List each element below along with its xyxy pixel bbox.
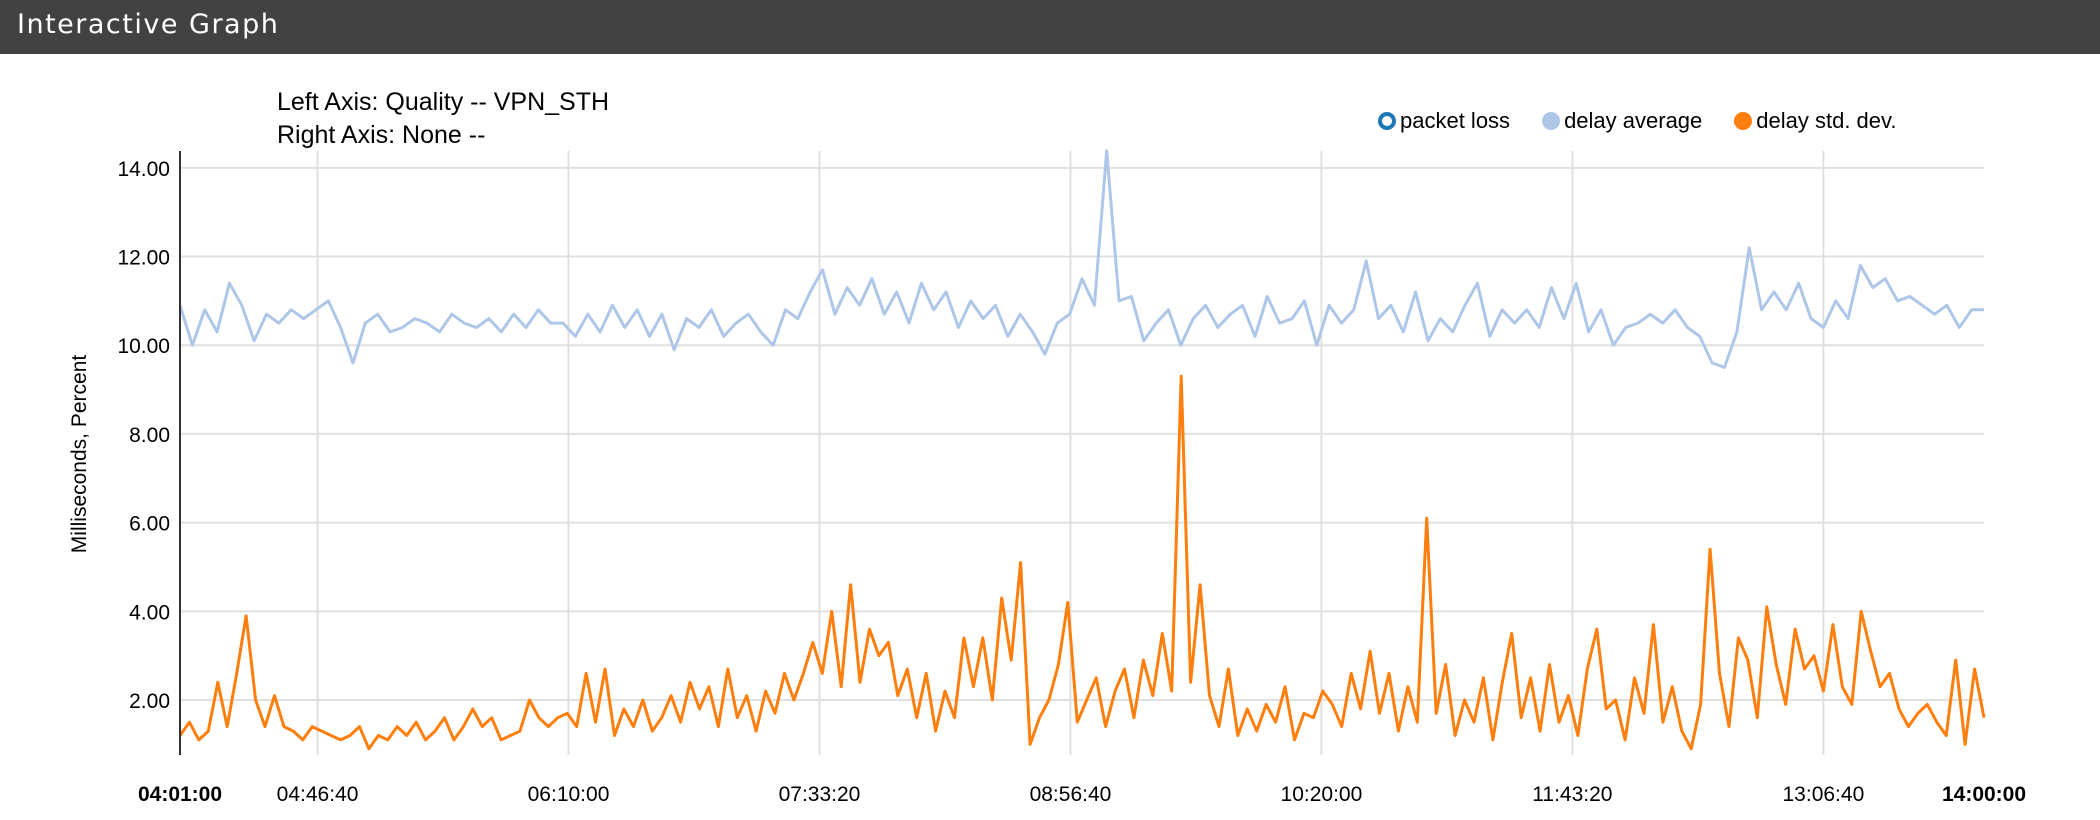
y-axis-ticks: 2.00 4.00 6.00 8.00 10.00 12.00 14.00	[117, 158, 170, 713]
y-axis-label: Milliseconds, Percent	[68, 355, 91, 554]
chart-legend: packet loss delay average delay std. dev…	[1378, 105, 1929, 137]
left-axis-info: Left Axis: Quality -- VPN_STH	[277, 88, 610, 116]
y-tick-label: 10.00	[117, 335, 170, 358]
series-line-delay-std-dev-	[178, 374, 1986, 751]
grid-lines	[180, 151, 1984, 755]
header-bar: Interactive Graph	[0, 0, 2100, 54]
x-tick-label: 08:56:40	[1030, 783, 1112, 806]
filled-circle-icon	[1734, 112, 1753, 130]
legend-item-packet-loss[interactable]: packet loss	[1378, 108, 1510, 134]
x-tick-label: 11:43:20	[1532, 783, 1612, 806]
page-title: Interactive Graph	[17, 9, 280, 40]
legend-item-delay-std-dev[interactable]: delay std. dev.	[1734, 108, 1897, 134]
legend-label: delay average	[1564, 108, 1703, 133]
x-tick-label: 06:10:00	[528, 783, 610, 806]
y-tick-label: 14.00	[117, 158, 170, 181]
x-tick-label: 13:06:40	[1783, 783, 1865, 806]
y-tick-label: 2.00	[129, 690, 170, 713]
legend-label: delay std. dev.	[1756, 108, 1897, 133]
filled-circle-icon	[1542, 112, 1561, 130]
x-tick-label: 04:01:00	[138, 783, 222, 806]
data-series	[178, 149, 1986, 751]
legend-label: packet loss	[1400, 108, 1511, 133]
y-tick-label: 12.00	[117, 247, 170, 270]
y-tick-label: 6.00	[129, 513, 170, 536]
x-tick-label: 04:46:40	[277, 783, 359, 806]
legend-item-delay-average[interactable]: delay average	[1542, 108, 1702, 134]
y-tick-label: 4.00	[129, 601, 170, 624]
series-line-delay-average	[178, 149, 1984, 369]
x-tick-label: 10:20:00	[1281, 783, 1363, 806]
hollow-circle-icon	[1378, 112, 1396, 130]
x-axis-ticks: 04:01:00 04:46:40 06:10:00 07:33:20 08:56:40…	[138, 783, 2026, 806]
x-tick-label: 14:00:00	[1942, 783, 2026, 806]
y-tick-label: 8.00	[129, 424, 170, 447]
x-tick-label: 07:33:20	[779, 783, 861, 806]
right-axis-info: Right Axis: None --	[277, 121, 486, 149]
